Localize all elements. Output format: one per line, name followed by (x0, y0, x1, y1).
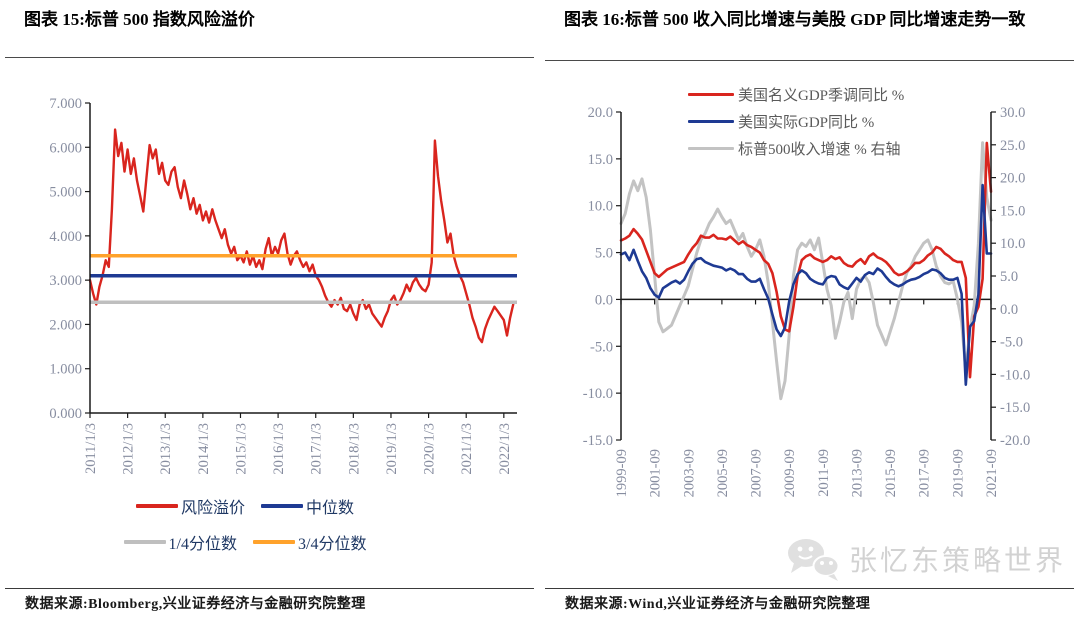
svg-text:2021-09: 2021-09 (984, 449, 1000, 497)
svg-text:2017-09: 2017-09 (917, 449, 933, 497)
legend-item: 1/4分位数 (123, 530, 237, 554)
svg-text:-15.0: -15.0 (1000, 400, 1030, 416)
watermark-text: 张忆东策略世界 (849, 546, 1067, 577)
source-rule (5, 588, 534, 589)
svg-text:2009-09: 2009-09 (782, 449, 798, 497)
svg-text:2017/1/3: 2017/1/3 (309, 423, 325, 475)
title-rule (545, 60, 1074, 61)
svg-text:2001-09: 2001-09 (648, 449, 664, 497)
legend-item: 美国名义GDP季调同比 % (688, 84, 904, 105)
svg-text:5.000: 5.000 (49, 185, 82, 201)
wechat-icon (788, 539, 840, 581)
svg-text:-15.0: -15.0 (583, 433, 613, 449)
data-source-text: 数据来源:Wind,兴业证券经济与金融研究院整理 (565, 597, 871, 612)
watermark: 张忆东策略世界 (784, 536, 1066, 582)
svg-text:2013/1/3: 2013/1/3 (158, 423, 174, 475)
figure-panel-16: 图表 16:标普 500 收入同比增速与美股 GDP 同比增速走势一致 1999… (540, 0, 1080, 617)
svg-text:2014/1/3: 2014/1/3 (196, 423, 212, 475)
svg-text:10.0: 10.0 (588, 199, 613, 215)
svg-text:1.000: 1.000 (49, 362, 82, 378)
svg-text:-10.0: -10.0 (1000, 367, 1030, 383)
legend-swatch (261, 504, 303, 508)
source-rule (545, 588, 1074, 589)
figure-title: 图表 15:标普 500 指数风险溢价 (24, 10, 255, 29)
svg-text:0.0: 0.0 (595, 292, 613, 308)
svg-text:2005-09: 2005-09 (715, 449, 731, 497)
legend-swatch (688, 92, 734, 97)
svg-text:2015-09: 2015-09 (883, 449, 899, 497)
svg-text:20.0: 20.0 (588, 105, 613, 121)
svg-text:2016/1/3: 2016/1/3 (271, 423, 287, 475)
svg-text:-20.0: -20.0 (1000, 433, 1030, 449)
legend-item: 美国实际GDP同比 % (688, 111, 904, 132)
svg-text:2015/1/3: 2015/1/3 (233, 423, 249, 475)
svg-text:15.0: 15.0 (588, 152, 613, 168)
svg-text:1999-09: 1999-09 (614, 449, 630, 497)
legend-swatch (688, 146, 734, 151)
legend-item: 标普500收入增速 % 右轴 (688, 138, 904, 159)
figure-panel-15: 图表 15:标普 500 指数风险溢价 2011/1/3 2012/1/3 2013… (5, 10, 534, 612)
svg-text:-10.0: -10.0 (583, 386, 613, 402)
svg-text:2012/1/3: 2012/1/3 (121, 423, 137, 475)
svg-text:7.000: 7.000 (49, 96, 82, 112)
svg-text:2021/1/3: 2021/1/3 (459, 423, 475, 475)
svg-text:30.0: 30.0 (1000, 105, 1025, 121)
svg-text:3.000: 3.000 (49, 273, 82, 289)
svg-text:25.0: 25.0 (1000, 138, 1025, 154)
svg-text:2022/1/3: 2022/1/3 (497, 423, 513, 475)
legend-label: 美国实际GDP同比 % (738, 115, 875, 131)
risk-premium-chart: 2011/1/3 2012/1/3 2013/1/3 2014/1/3 2015/1/3… (49, 96, 517, 475)
legend-item: 3/4分位数 (253, 530, 366, 554)
svg-text:2013-09: 2013-09 (849, 449, 865, 497)
svg-text:5.0: 5.0 (595, 246, 613, 262)
legend-label: 标普500收入增速 % 右轴 (738, 142, 901, 158)
svg-text:0.0: 0.0 (1000, 302, 1018, 318)
legend-item: 中位数 (261, 494, 354, 518)
svg-text:2018/1/3: 2018/1/3 (346, 423, 362, 475)
svg-text:2003-09: 2003-09 (681, 449, 697, 497)
svg-text:6.000: 6.000 (49, 140, 82, 156)
figure-title: 图表 16:标普 500 收入同比增速与美股 GDP 同比增速走势一致 (564, 10, 1026, 29)
svg-text:10.0: 10.0 (1000, 236, 1025, 252)
legend-item: 风险溢价 (135, 494, 245, 518)
legend-label: 1/4分位数 (168, 536, 237, 553)
svg-text:20.0: 20.0 (1000, 171, 1025, 187)
legend-label: 中位数 (306, 500, 355, 517)
svg-text:2007-09: 2007-09 (749, 449, 765, 497)
legend-swatch (135, 504, 178, 508)
legend-swatch (253, 540, 295, 544)
data-source-text: 数据来源:Bloomberg,兴业证券经济与金融研究院整理 (25, 597, 366, 612)
svg-text:0.000: 0.000 (49, 406, 82, 422)
svg-text:15.0: 15.0 (1000, 203, 1025, 219)
svg-text:2011-09: 2011-09 (816, 449, 832, 497)
chart-legend: 风险溢价 中位数 1/4分位数 3/4分位数 (95, 494, 395, 554)
legend-label: 美国名义GDP季调同比 % (738, 88, 905, 104)
svg-text:-5.0: -5.0 (590, 339, 613, 355)
chart-legend: 美国名义GDP季调同比 % 美国实际GDP同比 % 标普500收入增速 % 右轴 (688, 84, 904, 159)
legend-label: 3/4分位数 (298, 536, 367, 553)
legend-swatch (688, 119, 734, 124)
svg-text:2020/1/3: 2020/1/3 (422, 423, 438, 475)
svg-text:4.000: 4.000 (49, 229, 82, 245)
title-rule (5, 57, 534, 58)
svg-text:2019/1/3: 2019/1/3 (384, 423, 400, 475)
svg-text:2019-09: 2019-09 (950, 449, 966, 497)
gdp-growth-chart: 1999-09 2001-09 2003-09 2005-09 2007-09 2009-… (583, 105, 1030, 497)
legend-swatch (123, 540, 166, 544)
svg-text:-5.0: -5.0 (1000, 335, 1023, 351)
svg-text:2.000: 2.000 (49, 317, 82, 333)
svg-text:5.0: 5.0 (1000, 269, 1018, 285)
svg-text:2011/1/3: 2011/1/3 (83, 423, 99, 474)
legend-label: 风险溢价 (180, 500, 245, 517)
